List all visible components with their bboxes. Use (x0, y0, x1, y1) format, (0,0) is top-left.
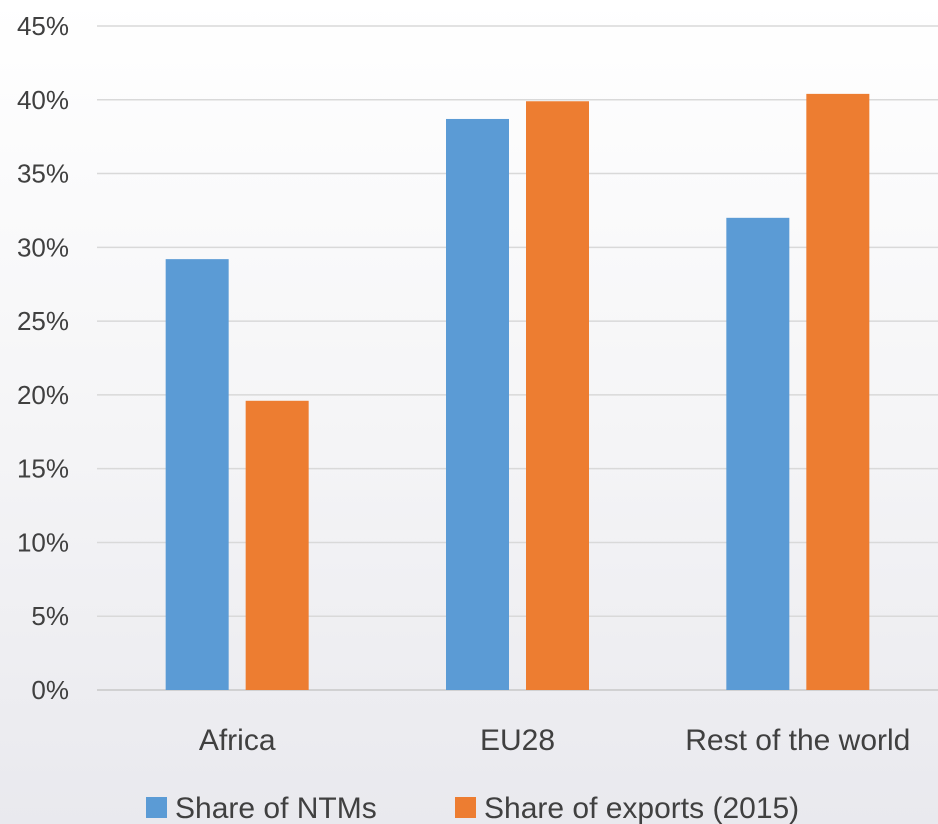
y-tick-label: 30% (17, 232, 69, 262)
legend-label-share-of-ntms: Share of NTMs (175, 792, 377, 824)
y-tick-label: 35% (17, 159, 69, 189)
y-tick-label: 15% (17, 454, 69, 484)
y-tick-label: 5% (31, 601, 69, 631)
bar-ntms (726, 217, 790, 691)
y-tick-label: 0% (31, 675, 69, 705)
x-category-label: Rest of the world (685, 724, 910, 757)
legend-swatch-share-of-exports (455, 797, 476, 818)
legend-swatch-share-of-ntms (146, 797, 167, 818)
bar-exports (526, 101, 589, 690)
bar-exports (245, 400, 309, 690)
y-axis-ticks: 0% 5% 10% 15% 20% 25% 30% 35% 40% 45% (17, 11, 69, 705)
x-category-label: EU28 (480, 724, 555, 757)
x-axis-categories: Africa EU28 Rest of the world (199, 724, 911, 757)
x-category-label: Africa (199, 724, 276, 757)
y-tick-label: 40% (17, 85, 69, 115)
y-tick-label: 45% (17, 11, 69, 41)
gridlines (97, 25, 938, 691)
y-tick-label: 10% (17, 527, 69, 557)
legend-label-share-of-exports: Share of exports (2015) (484, 792, 799, 824)
y-tick-label: 20% (17, 380, 69, 410)
legend: Share of NTMs Share of exports (2015) (146, 792, 799, 824)
y-tick-label: 25% (17, 306, 69, 336)
bar-ntms (165, 259, 229, 690)
bar-exports (806, 93, 870, 691)
bar-ntms (446, 118, 509, 690)
bars (165, 93, 870, 691)
